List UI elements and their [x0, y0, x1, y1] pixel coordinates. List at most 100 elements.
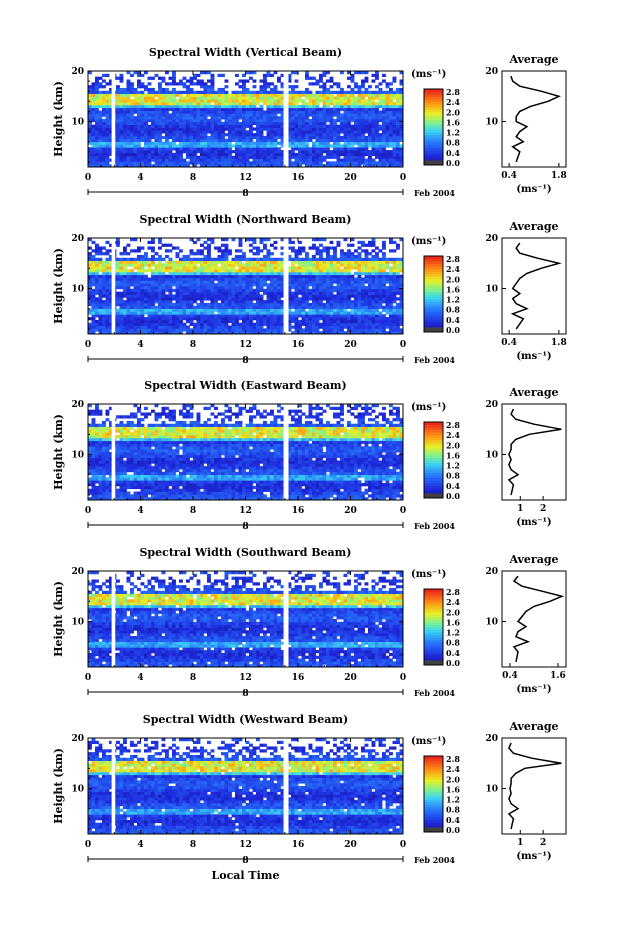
x-tick-label: 4 [137, 673, 143, 683]
colorbar-tick-label: 1.6 [446, 284, 460, 294]
profile-x-tick-label: 0.4 [501, 171, 517, 181]
colorbar-tick-label: 2.4 [446, 764, 460, 774]
x-tick-label: 0 [400, 506, 406, 516]
data-gap [284, 738, 289, 834]
colorbar-tick-label: 1.2 [446, 795, 460, 805]
profile-y-tick-label: 20 [485, 234, 498, 244]
x-tick-label: 20 [344, 673, 357, 683]
x-tick-label: 20 [344, 340, 357, 350]
x-tick-label: 16 [292, 173, 305, 183]
panel-title: Spectral Width (Northward Beam) [140, 213, 352, 226]
y-tick-label: 10 [71, 118, 84, 128]
y-tick-label: 10 [71, 451, 84, 461]
data-gap [284, 71, 289, 167]
profile-title: Average [508, 386, 558, 399]
profile-y-tick-label: 20 [485, 67, 498, 77]
profile-title: Average [508, 53, 558, 66]
colorbar-tick-label: 1.2 [446, 128, 460, 138]
colorbar-tick-label: 1.2 [446, 628, 460, 638]
profile-y-tick-label: 20 [485, 734, 498, 744]
colorbar [424, 422, 443, 499]
x-tick-label: 8 [190, 340, 196, 350]
y-axis-label: Height (km) [52, 248, 65, 324]
x-tick-label: 4 [137, 506, 143, 516]
profile-x-unit: (ms⁻¹) [516, 684, 551, 695]
data-gap [112, 571, 116, 667]
profile-y-tick-label: 10 [485, 285, 498, 295]
x-axis-label: Local Time [212, 869, 280, 882]
colorbar-tick-label: 2.4 [446, 430, 460, 440]
x-tick-label: 20 [344, 840, 357, 850]
colorbar-tick-label: 0.8 [446, 638, 460, 648]
colorbar-tick-label: 1.6 [446, 117, 460, 127]
profile-x-tick-label: 2 [540, 504, 546, 514]
x-tick-label: 0 [85, 506, 91, 516]
colorbar-tick-label: 0.4 [446, 815, 460, 825]
x-tick-label: 0 [85, 340, 91, 350]
colorbar-tick-label: 1.6 [446, 784, 460, 794]
profile-x-unit: (ms⁻¹) [516, 351, 551, 362]
profile-line [509, 409, 562, 495]
colorbar-tick-label: 2.8 [446, 87, 460, 97]
colorbar-tick-label: 1.6 [446, 450, 460, 460]
profile-frame [502, 404, 566, 500]
profile-title: Average [508, 720, 558, 733]
x-tick-label: 20 [344, 173, 357, 183]
colorbar-unit: (ms⁻¹) [411, 236, 446, 247]
x-tick-label: 12 [239, 340, 252, 350]
data-gap [112, 404, 116, 500]
day-label: 8 [242, 522, 248, 532]
colorbar-tick-label: 2.0 [446, 274, 460, 284]
x-tick-label: 8 [190, 173, 196, 183]
data-gap [284, 404, 289, 500]
profile-y-tick-label: 10 [485, 618, 498, 628]
profile-line [514, 576, 562, 662]
heatmap-cells [88, 571, 403, 667]
heatmap-cells [88, 238, 403, 334]
colorbar-tick-label: 0.4 [446, 648, 460, 658]
x-tick-label: 4 [137, 173, 143, 183]
profile-frame [502, 738, 566, 834]
profile-x-tick-label: 1.6 [550, 671, 566, 681]
data-gap [284, 571, 289, 667]
colorbar-tick-label: 2.0 [446, 107, 460, 117]
colorbar-tick-label: 0.8 [446, 805, 460, 815]
colorbar-tick-label: 2.0 [446, 607, 460, 617]
x-tick-label: 12 [239, 673, 252, 683]
date-label: Feb 2004 [414, 855, 455, 865]
panel-title: Spectral Width (Southward Beam) [139, 546, 351, 559]
x-tick-label: 16 [292, 506, 305, 516]
date-label: Feb 2004 [414, 688, 455, 698]
day-label: 8 [242, 189, 248, 199]
profile-x-tick-label: 1.8 [551, 171, 567, 181]
colorbar-tick-label: 2.4 [446, 97, 460, 107]
colorbar-tick-label: 2.0 [446, 774, 460, 784]
date-label: Feb 2004 [414, 521, 455, 531]
heatmap-cells [88, 404, 403, 500]
y-tick-label: 20 [71, 567, 84, 577]
data-gap [112, 738, 116, 834]
colorbar-tick-label: 2.8 [446, 420, 460, 430]
profile-y-tick-label: 10 [485, 451, 498, 461]
colorbar-tick-label: 2.8 [446, 254, 460, 264]
colorbar-tick-label: 2.0 [446, 440, 460, 450]
x-tick-label: 12 [239, 840, 252, 850]
colorbar-tick-label: 0.0 [446, 325, 460, 335]
y-axis-label: Height (km) [52, 81, 65, 157]
x-tick-label: 20 [344, 506, 357, 516]
x-tick-label: 0 [85, 840, 91, 850]
x-tick-label: 4 [137, 340, 143, 350]
x-tick-label: 0 [85, 173, 91, 183]
date-label: Feb 2004 [414, 355, 455, 365]
colorbar-unit: (ms⁻¹) [411, 569, 446, 580]
colorbar-unit: (ms⁻¹) [411, 736, 446, 747]
colorbar-tick-label: 0.0 [446, 491, 460, 501]
profile-title: Average [508, 553, 558, 566]
x-tick-label: 8 [190, 840, 196, 850]
